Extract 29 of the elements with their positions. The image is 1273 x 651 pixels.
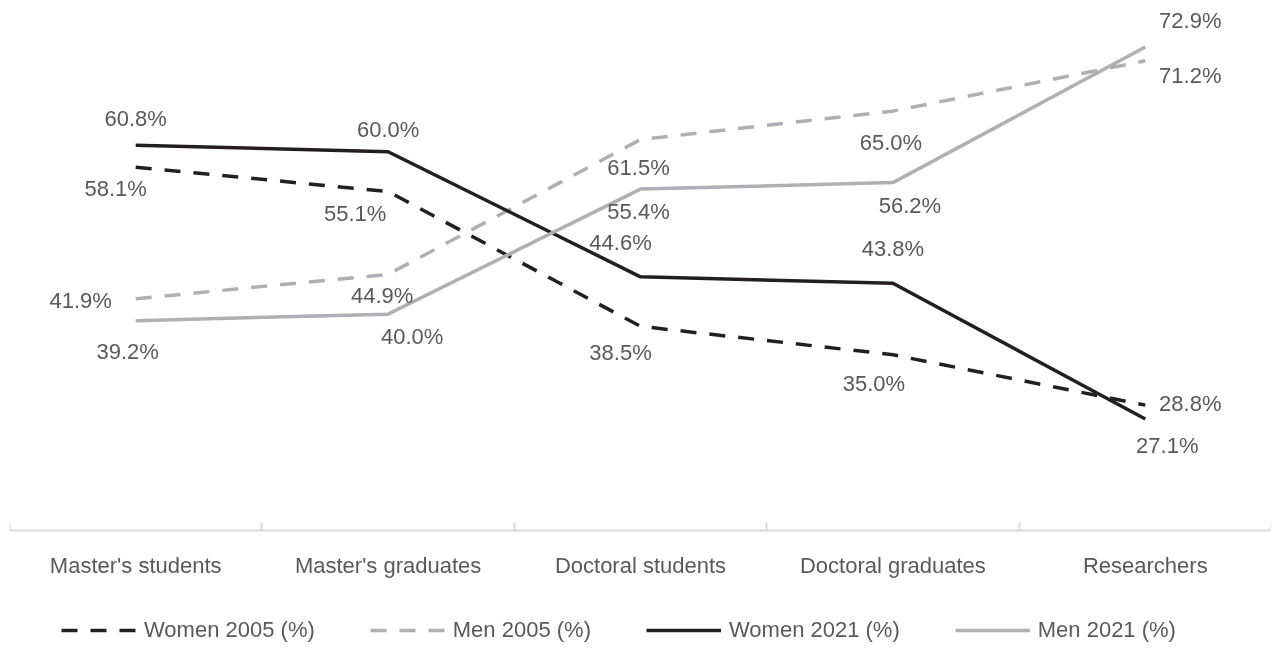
x-tick-label: Master's graduates <box>294 552 482 578</box>
data-label: 58.1% <box>84 175 147 201</box>
data-label: 40.0% <box>380 323 444 349</box>
legend-label: Men 2021 (%) <box>1037 617 1176 643</box>
data-label: 60.0% <box>356 117 420 143</box>
x-tick-label: Master's students <box>49 552 222 578</box>
data-label: 56.2% <box>878 193 942 219</box>
data-label: 38.5% <box>589 339 652 365</box>
data-label: 72.9% <box>1159 8 1222 34</box>
data-label: 43.8% <box>861 235 925 261</box>
x-tick-label: Doctoral students <box>554 552 727 578</box>
legend-label: Women 2005 (%) <box>144 617 315 643</box>
data-label: 28.8% <box>1159 390 1222 416</box>
legend-label: Men 2005 (%) <box>452 617 591 643</box>
legend-label: Women 2021 (%) <box>728 617 900 643</box>
data-label: 27.1% <box>1136 433 1199 459</box>
x-tick-label: Researchers <box>1082 552 1208 578</box>
data-label: 55.4% <box>607 198 670 224</box>
data-label: 44.6% <box>589 230 652 256</box>
data-label: 35.0% <box>842 371 906 397</box>
data-label: 60.8% <box>104 105 167 131</box>
data-label: 55.1% <box>323 201 387 227</box>
data-label: 65.0% <box>859 129 923 155</box>
data-label: 41.9% <box>49 288 112 314</box>
data-label: 61.5% <box>607 155 670 181</box>
data-label: 39.2% <box>96 339 159 365</box>
x-tick-label: Doctoral graduates <box>799 552 986 578</box>
data-label: 71.2% <box>1159 63 1222 89</box>
data-label: 44.9% <box>350 282 414 308</box>
